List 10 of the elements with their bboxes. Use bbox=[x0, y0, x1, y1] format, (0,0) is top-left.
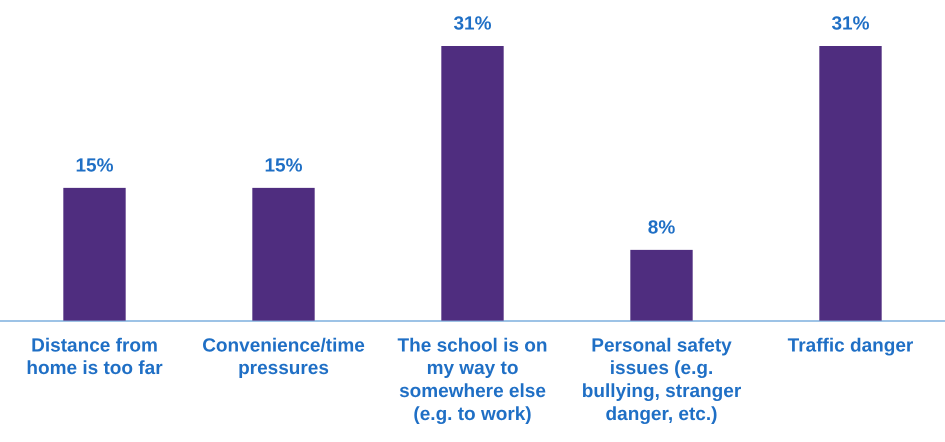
data-label: 15% bbox=[264, 156, 303, 177]
data-label: 15% bbox=[75, 156, 114, 177]
x-tick-label: The school is on my way to somewhere else (e.g. to work) bbox=[398, 335, 548, 425]
x-tick-label: Personal safety issues (e.g. bullying, stranger danger, etc.) bbox=[582, 335, 742, 425]
data-label: 8% bbox=[648, 218, 676, 239]
x-tick-label: Distance from home is too far bbox=[26, 335, 164, 380]
x-tick-label: Traffic danger bbox=[788, 335, 914, 356]
x-tick-label: Convenience/time pressures bbox=[202, 335, 365, 380]
data-label: 31% bbox=[831, 14, 870, 35]
data-label: 31% bbox=[453, 14, 492, 35]
